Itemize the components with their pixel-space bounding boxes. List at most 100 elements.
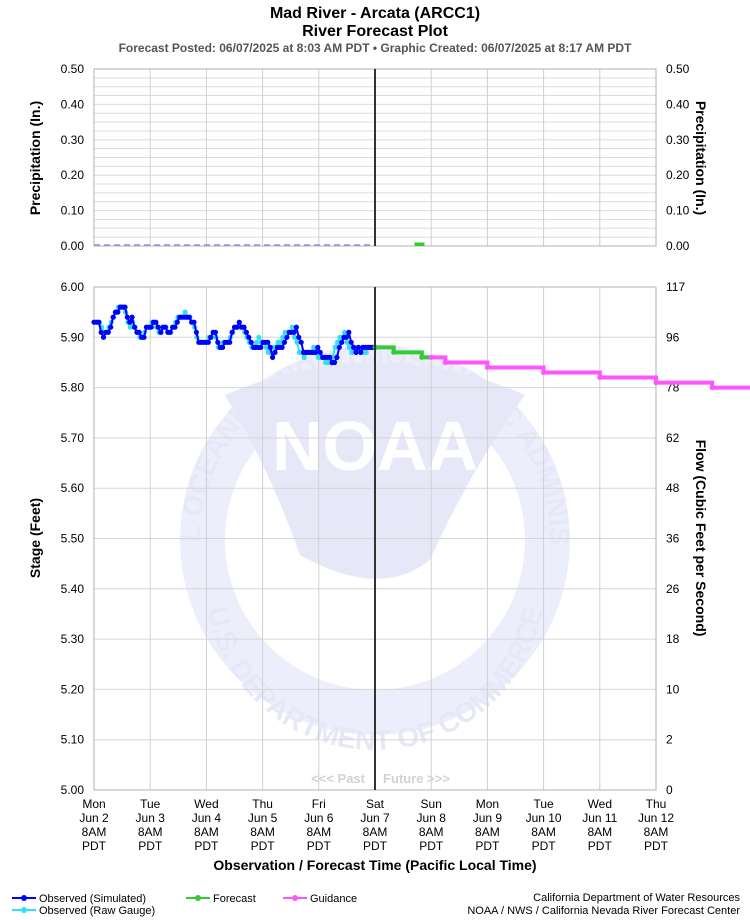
chart-title-line2: River Forecast Plot bbox=[302, 23, 449, 40]
stage-tick-label: 5.30 bbox=[61, 632, 85, 646]
stage-tick-label: 5.60 bbox=[61, 481, 85, 495]
x-tick-label: Jun 7 bbox=[360, 811, 390, 825]
x-tick-label: Jun 6 bbox=[304, 811, 334, 825]
observed-raw-point bbox=[292, 334, 298, 340]
observed-raw-point bbox=[263, 344, 269, 350]
precip-tick-label-left: 0.10 bbox=[61, 204, 85, 218]
observed-simulated-point bbox=[193, 329, 199, 335]
legend: Observed (Simulated) Observed (Raw Gauge… bbox=[12, 893, 357, 917]
stage-tick-label: 6.00 bbox=[61, 280, 85, 294]
observed-simulated-point bbox=[186, 314, 192, 320]
observed-simulated-point bbox=[115, 309, 121, 315]
observed-simulated-point bbox=[96, 319, 102, 325]
observed-simulated-point bbox=[351, 344, 357, 350]
x-tick-label: Mon bbox=[476, 797, 499, 811]
x-tick-label: 8AM bbox=[194, 825, 219, 839]
observed-simulated-point bbox=[108, 324, 114, 330]
observed-simulated-point bbox=[208, 334, 214, 340]
observed-simulated-point bbox=[98, 329, 104, 335]
stage-ylabel-left: Stage (Feet) bbox=[27, 498, 43, 578]
observed-simulated-point bbox=[236, 319, 242, 325]
x-tick-label: 8AM bbox=[587, 825, 612, 839]
observed-simulated-point bbox=[315, 344, 321, 350]
observed-raw-point bbox=[332, 344, 338, 350]
precip-tick-label-right: 0.00 bbox=[666, 239, 690, 253]
observed-raw-point bbox=[294, 339, 300, 345]
x-tick-label: Tue bbox=[140, 797, 161, 811]
x-tick-label: PDT bbox=[251, 839, 276, 853]
observed-simulated-point bbox=[205, 339, 211, 345]
chart-title: Mad River - Arcata (ARCC1) bbox=[270, 5, 480, 22]
x-axis-label: Observation / Forecast Time (Pacific Loc… bbox=[213, 857, 536, 873]
precip-tick-label-left: 0.20 bbox=[61, 168, 85, 182]
precipitation-panel: 0.50 0.50 0.40 0.40 0.30 0.30 0.20 0.20 0.10 0.10… bbox=[27, 62, 709, 253]
precip-tick-label-right: 0.10 bbox=[666, 204, 690, 218]
guidance-line-point bbox=[428, 354, 434, 360]
observed-raw-point bbox=[289, 324, 295, 330]
precip-tick-label-right: 0.20 bbox=[666, 168, 690, 182]
observed-simulated-point bbox=[220, 344, 226, 350]
legend-item-observed-raw: Observed (Raw Gauge) bbox=[12, 905, 155, 917]
observed-simulated-point bbox=[162, 324, 168, 330]
observed-simulated-point bbox=[317, 349, 323, 355]
observed-simulated-point bbox=[358, 349, 364, 355]
precip-tick-label-left: 0.00 bbox=[61, 239, 85, 253]
x-tick-label: PDT bbox=[588, 839, 613, 853]
observed-simulated-point bbox=[353, 349, 359, 355]
observed-simulated-point bbox=[272, 349, 278, 355]
guidance-line-point bbox=[484, 365, 490, 370]
x-tick-label: Jun 5 bbox=[248, 811, 278, 825]
flow-tick-label: 18 bbox=[666, 632, 680, 646]
x-tick-label: Jun 12 bbox=[638, 811, 674, 825]
x-tick-label: 8AM bbox=[82, 825, 107, 839]
observed-simulated-point bbox=[296, 334, 302, 340]
observed-raw-point bbox=[277, 339, 283, 345]
stage-tick-label: 5.50 bbox=[61, 532, 85, 546]
observed-simulated-point bbox=[293, 324, 299, 330]
svg-text:Forecast: Forecast bbox=[213, 893, 256, 905]
x-tick-label: Sun bbox=[421, 797, 442, 811]
x-tick-label: Jun 3 bbox=[136, 811, 166, 825]
observed-raw-point bbox=[334, 339, 341, 345]
observed-simulated-point bbox=[265, 339, 271, 345]
observed-simulated-point bbox=[291, 329, 297, 335]
observed-simulated-point bbox=[343, 334, 349, 340]
observed-simulated-point bbox=[246, 334, 252, 340]
guidance-line-point bbox=[442, 360, 448, 365]
forecast-line-point bbox=[419, 354, 425, 360]
x-tick-label: Tue bbox=[533, 797, 554, 811]
x-tick-label: Jun 8 bbox=[417, 811, 447, 825]
observed-simulated-point bbox=[153, 319, 159, 325]
x-tick-label: Mon bbox=[82, 797, 105, 811]
legend-item-observed-simulated: Observed (Simulated) bbox=[12, 893, 146, 905]
x-tick-label: 8AM bbox=[475, 825, 500, 839]
observed-raw-point bbox=[280, 334, 286, 340]
observed-simulated-point bbox=[155, 324, 161, 330]
stage-tick-label: 5.40 bbox=[61, 582, 85, 596]
observed-simulated-point bbox=[241, 324, 247, 330]
past-label: <<< Past bbox=[311, 771, 366, 786]
observed-simulated-point bbox=[258, 344, 264, 350]
observed-simulated-point bbox=[129, 314, 135, 320]
observed-simulated-point bbox=[248, 339, 254, 345]
observed-simulated-point bbox=[227, 339, 233, 345]
flow-ylabel-right: Flow (Cubic Feet per Second) bbox=[693, 440, 709, 637]
observed-simulated-point bbox=[158, 329, 164, 335]
observed-simulated-point bbox=[136, 329, 142, 335]
stage-tick-label: 5.20 bbox=[61, 682, 85, 696]
observed-simulated-point bbox=[267, 344, 273, 350]
x-tick-label: Thu bbox=[252, 797, 273, 811]
observed-raw-point bbox=[363, 349, 369, 355]
forecast-line-point bbox=[391, 349, 397, 355]
x-tick-label: 8AM bbox=[419, 825, 444, 839]
x-tick-label: PDT bbox=[532, 839, 557, 853]
observed-simulated-point bbox=[334, 354, 340, 360]
future-label: Future >>> bbox=[383, 771, 450, 786]
x-tick-label: 8AM bbox=[250, 825, 275, 839]
observed-simulated-point bbox=[234, 324, 240, 330]
x-tick-label: PDT bbox=[138, 839, 163, 853]
observed-simulated-point bbox=[105, 329, 111, 335]
credit-line-2: NOAA / NWS / California Nevada River For… bbox=[467, 905, 740, 917]
precip-tick-label-left: 0.40 bbox=[61, 97, 85, 111]
